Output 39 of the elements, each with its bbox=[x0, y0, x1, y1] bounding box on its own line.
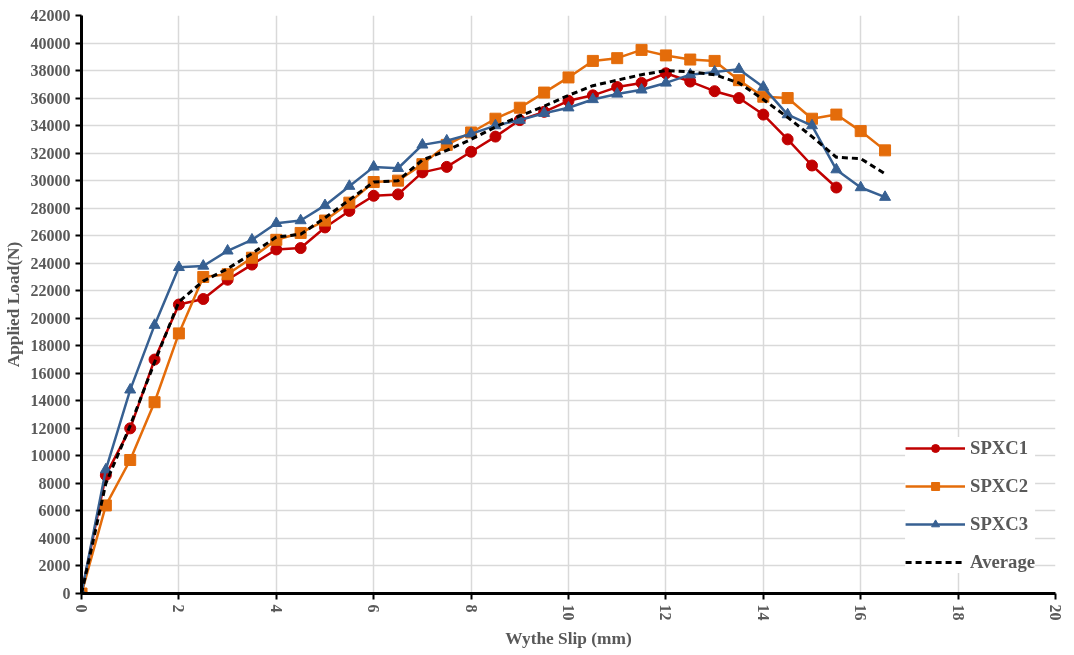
y-tick-label: 36000 bbox=[30, 89, 71, 107]
x-tick-label: 2 bbox=[170, 604, 188, 613]
y-tick-label: 40000 bbox=[30, 34, 71, 52]
x-tick-label: 14 bbox=[754, 604, 772, 621]
y-tick-label: 34000 bbox=[30, 117, 71, 135]
y-tick-label: 18000 bbox=[30, 337, 71, 355]
y-tick-label: 16000 bbox=[30, 364, 71, 382]
y-tick-label: 30000 bbox=[30, 172, 71, 190]
x-tick-label: 10 bbox=[560, 604, 577, 621]
y-tick-label: 4000 bbox=[38, 529, 71, 547]
x-tick-label: 20 bbox=[1047, 604, 1064, 621]
y-tick-label: 20000 bbox=[30, 309, 71, 327]
y-tick-label: 32000 bbox=[30, 144, 71, 162]
y-tick-label: 42000 bbox=[30, 7, 71, 24]
legend-label: SPXC3 bbox=[970, 513, 1029, 535]
x-tick-label: 0 bbox=[73, 604, 90, 613]
y-tick-label: 22000 bbox=[30, 282, 71, 300]
y-tick-label: 8000 bbox=[38, 474, 71, 492]
x-tick-label: 4 bbox=[267, 604, 285, 613]
y-tick-label: 28000 bbox=[30, 199, 71, 217]
y-tick-label: 24000 bbox=[30, 254, 71, 272]
y-tick-label: 2000 bbox=[38, 557, 71, 575]
x-tick-label: 12 bbox=[657, 604, 675, 621]
x-tick-label: 16 bbox=[852, 604, 870, 621]
x-tick-label: 18 bbox=[949, 604, 967, 621]
y-tick-label: 0 bbox=[62, 585, 71, 602]
x-axis-title: Wythe Slip (mm) bbox=[505, 628, 632, 648]
legend-label: Average bbox=[970, 551, 1035, 573]
y-tick-label: 12000 bbox=[30, 419, 71, 437]
y-tick-label: 10000 bbox=[30, 447, 71, 465]
x-tick-label: 8 bbox=[462, 604, 480, 613]
x-tick-label: 6 bbox=[365, 604, 383, 613]
legend-label: SPXC2 bbox=[970, 475, 1029, 497]
y-tick-label: 14000 bbox=[30, 392, 71, 410]
y-tick-label: 38000 bbox=[30, 62, 71, 80]
legend-label: SPXC1 bbox=[970, 437, 1029, 459]
y-tick-label: 26000 bbox=[30, 227, 71, 245]
y-tick-label: 6000 bbox=[38, 502, 71, 520]
y-axis-title: Applied Load(N) bbox=[3, 241, 23, 368]
